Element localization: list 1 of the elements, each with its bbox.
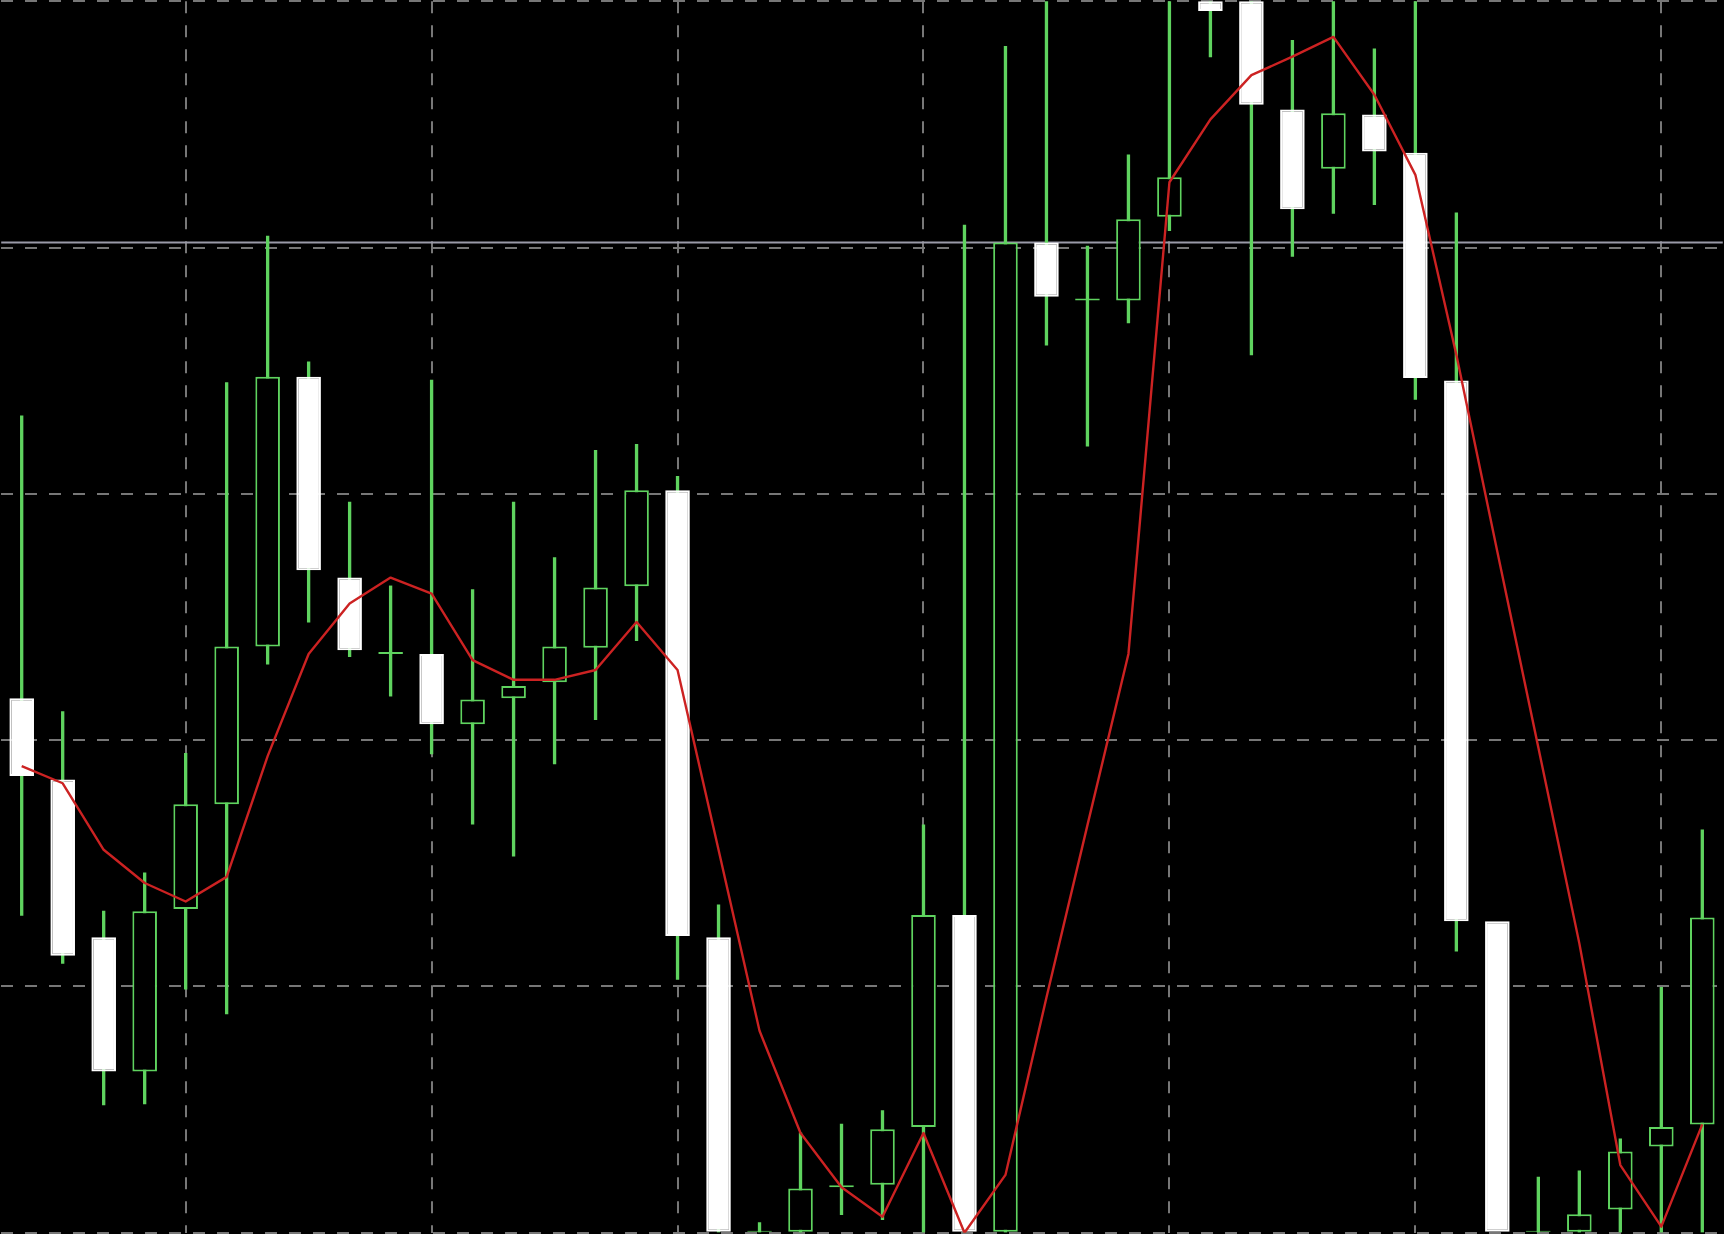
candlestick [1485, 921, 1510, 1232]
